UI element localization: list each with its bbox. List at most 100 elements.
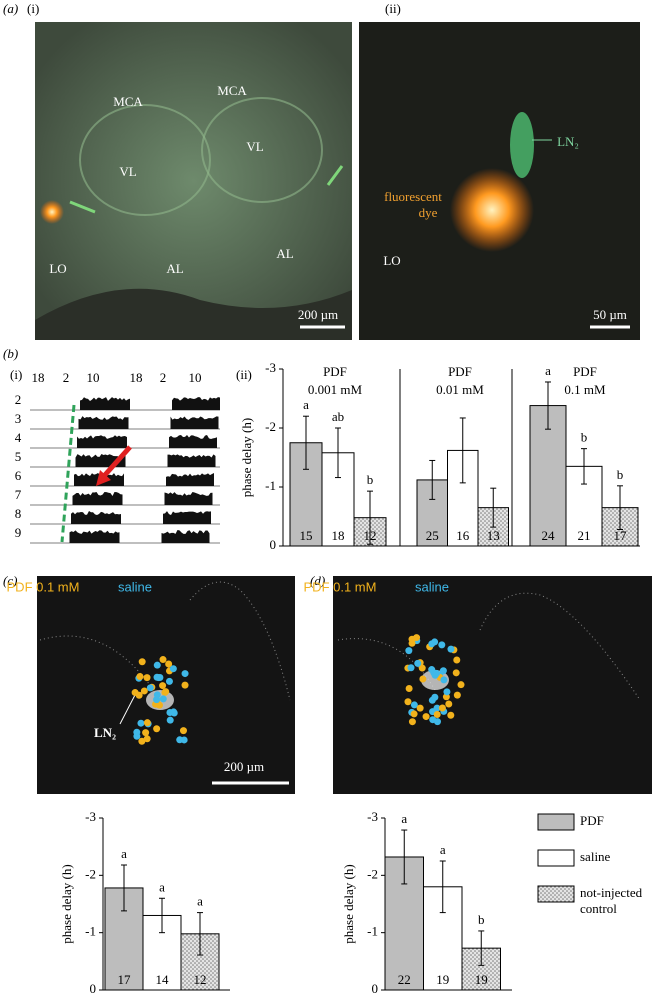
dot [443, 688, 451, 696]
y-tick-label: -3 [265, 360, 276, 375]
image-label: VL [119, 164, 136, 179]
image-label: fluorescent [384, 189, 442, 204]
dye [450, 168, 534, 252]
y-tick-label: -3 [367, 809, 378, 824]
dot [153, 725, 161, 733]
structure [201, 97, 323, 203]
activity [72, 492, 123, 505]
hour-label: 18 [32, 370, 45, 385]
bar [423, 886, 463, 991]
dot [414, 659, 422, 667]
letter: b [581, 430, 588, 445]
dot [405, 647, 413, 655]
dot [159, 656, 167, 664]
image-label: AL [166, 261, 183, 276]
legend-swatch [537, 849, 575, 867]
n-label: 21 [578, 528, 591, 543]
y-tick-label: -2 [265, 419, 276, 434]
dot [431, 671, 439, 679]
dot [146, 684, 154, 692]
letter: b [478, 912, 485, 927]
onset-line [60, 404, 76, 543]
chart-title: PDF [573, 364, 597, 379]
y-axis-label: phase delay (h) [59, 864, 74, 943]
n-label: 22 [398, 972, 411, 987]
dot [447, 645, 455, 653]
panel-label: (d) [310, 573, 325, 588]
letter: b [617, 467, 624, 482]
hour-label: 10 [189, 370, 202, 385]
dot [159, 682, 167, 690]
image-label: LN₂ [557, 134, 579, 149]
image-label: MCA [217, 83, 247, 98]
activity [166, 473, 214, 486]
row-label: 8 [15, 506, 22, 521]
activity [163, 511, 211, 524]
dot [410, 701, 418, 709]
n-label: 15 [300, 528, 313, 543]
dot [154, 674, 162, 682]
legend-label: control [580, 901, 617, 916]
row-label: 4 [15, 430, 22, 445]
n-label: 16 [456, 528, 470, 543]
legend-swatch [537, 813, 575, 831]
n-label: 19 [436, 972, 449, 987]
dot [428, 640, 436, 648]
pointer [119, 694, 136, 725]
structure [79, 104, 211, 216]
dot [408, 718, 416, 726]
row-label: 3 [15, 411, 22, 426]
dot [179, 727, 187, 735]
dot [433, 718, 441, 726]
image-label: PDF 0.1 mM [304, 579, 377, 594]
dot [408, 639, 416, 647]
dot [422, 713, 430, 721]
dot [419, 675, 427, 683]
dot [133, 732, 141, 740]
panel-label: (b) [3, 346, 18, 361]
dot [428, 666, 436, 674]
activity [80, 397, 130, 410]
n-label: 13 [487, 528, 500, 543]
chart-subtitle: 0.1 mM [564, 382, 606, 397]
letter: a [121, 846, 127, 861]
dot [181, 681, 189, 689]
hour-label: 2 [63, 370, 70, 385]
dot [169, 665, 177, 673]
y-tick-label: -1 [265, 478, 276, 493]
dot [143, 674, 151, 682]
dot [418, 664, 426, 672]
dye [40, 200, 64, 224]
dot [159, 695, 167, 703]
image-label: 50 µm [593, 307, 627, 322]
dot [138, 658, 146, 666]
arrow [102, 445, 132, 478]
row-label: 5 [15, 449, 22, 464]
row-label: 7 [15, 487, 22, 502]
n-label: 18 [332, 528, 345, 543]
y-tick-label: 0 [372, 981, 379, 996]
dot [404, 698, 412, 706]
legend-label: PDF [580, 813, 604, 828]
image-label: LO [383, 253, 400, 268]
dot [453, 656, 461, 664]
y-tick-label: -2 [85, 866, 96, 881]
dot [453, 691, 461, 699]
letter: a [303, 397, 309, 412]
shadow [35, 288, 352, 340]
dot [165, 677, 173, 685]
dot [176, 736, 184, 744]
image-label: MCA [113, 94, 143, 109]
dot [153, 691, 161, 699]
tissue [39, 581, 291, 701]
activity [71, 511, 121, 524]
n-label: 12 [194, 972, 207, 987]
y-tick-label: 0 [270, 537, 277, 552]
dot [457, 681, 465, 689]
activity [77, 435, 127, 448]
arrowhead [96, 470, 111, 486]
dot [143, 735, 151, 743]
dot [452, 669, 460, 677]
dot [137, 719, 145, 727]
